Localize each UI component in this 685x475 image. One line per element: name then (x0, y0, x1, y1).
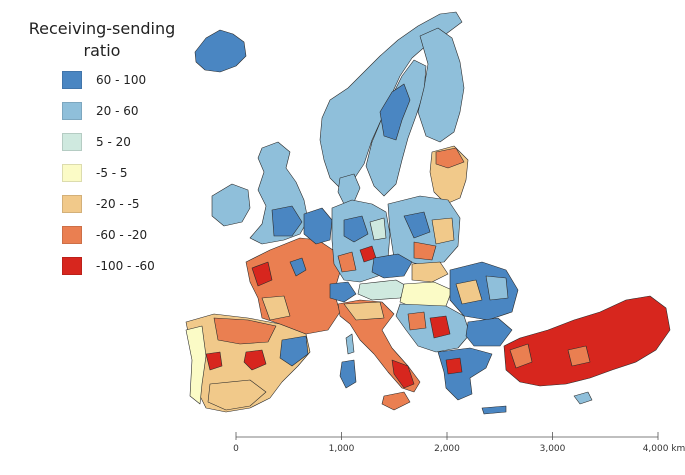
legend-label: 5 - 20 (96, 135, 131, 149)
legend-swatch (62, 257, 82, 275)
region-andalusia (207, 379, 267, 411)
map-regions (185, 11, 671, 415)
region-gb-south (271, 205, 303, 237)
region-corsica (345, 333, 355, 355)
region-poland-patch-3 (413, 241, 437, 261)
region-benelux (303, 207, 333, 245)
region-germany-patch-4 (369, 217, 387, 241)
scale-label-2000: 2,000 (434, 444, 460, 454)
region-romania (449, 261, 519, 321)
region-spain-north (213, 317, 277, 345)
region-estonia (435, 147, 465, 169)
region-denmark (337, 173, 361, 205)
region-balkans-patch-1 (429, 315, 451, 339)
legend-item-minus60-minus20: -60 - -20 (62, 225, 147, 245)
legend-label: -5 - 5 (96, 166, 128, 180)
legend-swatch (62, 195, 82, 213)
legend-label: 60 - 100 (96, 73, 147, 87)
region-greece-patch (445, 357, 463, 375)
region-spain-east (279, 335, 309, 367)
legend-label: -60 - -20 (96, 228, 148, 242)
region-france-west (251, 261, 273, 287)
region-poland-patch-1 (403, 211, 431, 239)
scale-label-4000: 4,000 km (642, 444, 685, 454)
legend-title: Receiving-sending ratio (28, 19, 176, 60)
legend-label: 20 - 60 (96, 104, 139, 118)
scale-label-3000: 3,000 (539, 444, 566, 454)
region-iceland (194, 29, 247, 73)
legend-swatch (62, 71, 82, 89)
legend-item-minus5-5: -5 - 5 (62, 163, 128, 183)
region-czechia (371, 253, 413, 279)
legend-label: -100 - -60 (96, 259, 155, 273)
region-ireland (211, 183, 251, 227)
legend-item-5-20: 5 - 20 (62, 132, 131, 152)
legend-item-20-60: 20 - 60 (62, 101, 139, 121)
region-madrid (243, 349, 267, 371)
region-poland-patch-2 (431, 217, 455, 245)
region-sweden-north (379, 83, 411, 141)
region-cyprus (573, 391, 593, 405)
region-romania-patch-2 (485, 275, 509, 301)
legend-swatch (62, 133, 82, 151)
legend-swatch (62, 226, 82, 244)
region-paris (289, 257, 307, 277)
scale-label-0: 0 (233, 444, 239, 454)
region-romania-patch-1 (455, 279, 483, 305)
legend-item-minus20-minus5: -20 - -5 (62, 194, 140, 214)
region-germany-patch-1 (343, 215, 369, 243)
region-finland (417, 27, 465, 143)
region-slovakia (411, 261, 449, 283)
region-switzerland (329, 281, 357, 303)
region-france-southwest (261, 295, 291, 321)
region-austria (357, 279, 411, 301)
region-germany-patch-3 (337, 251, 357, 273)
region-italy-south (391, 359, 415, 389)
legend-item-60-100: 60 - 100 (62, 70, 146, 90)
scale-bar (235, 432, 659, 440)
region-sardinia (339, 359, 357, 389)
region-italy-north (343, 301, 385, 321)
legend-label: -20 - -5 (96, 197, 140, 211)
region-balkans-patch-2 (407, 311, 427, 331)
region-turkey (503, 295, 671, 387)
region-bulgaria (465, 317, 513, 347)
region-sicily (381, 391, 411, 411)
region-france (245, 237, 341, 335)
legend-swatch (62, 102, 82, 120)
legend-swatch (62, 164, 82, 182)
scale-label-1000: 1,000 (328, 444, 355, 454)
region-turkey-west (509, 343, 533, 369)
region-portugal (185, 325, 207, 405)
region-turkey-central (567, 345, 591, 367)
region-greece (437, 347, 493, 401)
region-norway (319, 11, 463, 189)
region-spain-west-red (205, 351, 223, 371)
legend-item-minus100-minus60: -100 - -60 (62, 256, 155, 276)
region-crete (481, 405, 507, 415)
